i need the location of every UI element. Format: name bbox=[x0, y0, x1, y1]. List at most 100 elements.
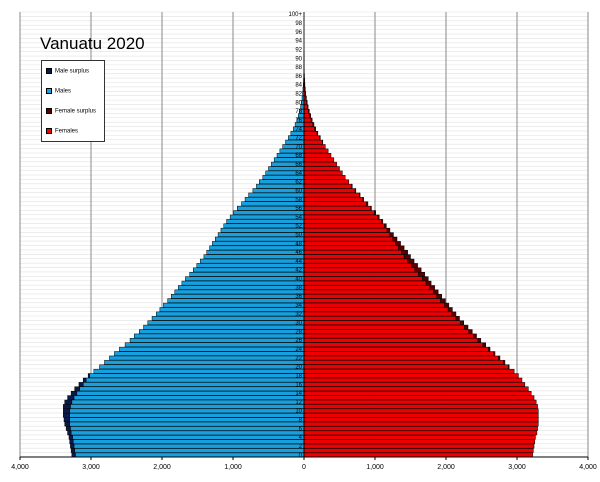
bar-male-surplus-age-9 bbox=[63, 412, 70, 418]
bar-female-surplus-age-77 bbox=[309, 113, 311, 118]
age-tick-label: 44 bbox=[295, 259, 302, 265]
age-tick-label: 14 bbox=[295, 391, 302, 397]
bar-female-surplus-age-25 bbox=[482, 342, 487, 348]
bar-males-age-32 bbox=[156, 311, 305, 317]
bar-males-age-20 bbox=[99, 364, 305, 370]
x-axis: 4,000 3,000 2,000 1,000 0 1,000 2,000 3,000 4,00… bbox=[11, 456, 597, 471]
age-tick-label: 60 bbox=[295, 188, 302, 194]
bar-female-surplus-age-40 bbox=[422, 276, 429, 282]
bar-females-age-28 bbox=[303, 329, 469, 334]
bar-female-surplus-age-36 bbox=[436, 294, 442, 299]
age-tick-label: 26 bbox=[295, 338, 302, 344]
bar-females-age-65 bbox=[303, 166, 340, 171]
bar-female-surplus-age-27 bbox=[473, 333, 477, 339]
bar-females-age-33 bbox=[303, 307, 449, 312]
bar-males-age-28 bbox=[139, 329, 305, 334]
bar-females-age-45 bbox=[303, 254, 405, 259]
bar-females-age-79 bbox=[303, 104, 308, 110]
age-tick-label: 88 bbox=[295, 65, 302, 71]
age-tick-label: 92 bbox=[295, 47, 302, 53]
bar-males-age-34 bbox=[163, 302, 305, 308]
bar-female-surplus-age-79 bbox=[307, 104, 309, 110]
bar-females-age-10 bbox=[303, 408, 539, 414]
age-tick-label: 72 bbox=[295, 136, 302, 142]
age-tick-label: 40 bbox=[295, 277, 302, 283]
age-tick-label: 74 bbox=[295, 127, 302, 133]
bar-males-age-26 bbox=[129, 338, 305, 343]
age-tick-label: 96 bbox=[295, 30, 302, 36]
bar-females-age-19 bbox=[303, 368, 515, 374]
bar-male-surplus-age-13 bbox=[67, 395, 75, 400]
x-tick-label: 2,000 bbox=[153, 464, 171, 471]
bar-female-surplus-age-55 bbox=[374, 210, 376, 215]
bar-males-age-44 bbox=[200, 258, 305, 264]
bar-females-age-61 bbox=[303, 183, 352, 189]
bar-males-age-48 bbox=[212, 241, 305, 246]
bar-females-age-35 bbox=[303, 298, 441, 304]
bar-males-age-18 bbox=[89, 373, 305, 378]
bar-female-surplus-age-39 bbox=[425, 280, 432, 286]
bar-female-surplus-age-42 bbox=[414, 267, 422, 273]
bar-females-age-18 bbox=[303, 373, 519, 378]
bar-females-age-12 bbox=[303, 399, 537, 405]
bar-males-age-46 bbox=[206, 249, 305, 255]
age-tick-label: 94 bbox=[295, 39, 302, 45]
bar-male-surplus-age-7 bbox=[64, 421, 70, 427]
legend-item-males: Males bbox=[46, 88, 71, 95]
bar-females-age-70 bbox=[303, 144, 326, 149]
bar-females-age-40 bbox=[303, 276, 423, 282]
bar-females-age-11 bbox=[303, 404, 538, 409]
bar-females-age-9 bbox=[303, 412, 539, 418]
bar-male-surplus-age-16 bbox=[78, 382, 84, 387]
age-tick-label: 48 bbox=[295, 241, 302, 247]
x-tick-label: 2,000 bbox=[437, 464, 455, 471]
bar-males-age-15 bbox=[79, 386, 305, 392]
bar-females-age-43 bbox=[303, 263, 412, 268]
bar-females-age-0 bbox=[303, 452, 533, 458]
age-tick-label: 8 bbox=[299, 418, 303, 424]
bar-females-age-47 bbox=[303, 245, 399, 251]
bar-females-age-64 bbox=[303, 170, 343, 176]
bar-females-age-4 bbox=[303, 435, 536, 440]
bar-females-age-1 bbox=[303, 448, 534, 453]
bar-females-age-39 bbox=[303, 280, 427, 286]
bar-female-surplus-age-30 bbox=[459, 320, 465, 326]
legend-label: Female surplus bbox=[55, 108, 97, 115]
bar-female-surplus-age-59 bbox=[359, 192, 361, 198]
bar-females-age-24 bbox=[303, 346, 489, 352]
bar-males-age-56 bbox=[237, 205, 305, 211]
bar-females-age-58 bbox=[303, 197, 364, 202]
bar-female-surplus-age-45 bbox=[403, 254, 411, 259]
age-tick-label: 82 bbox=[295, 92, 302, 98]
bar-male-surplus-age-8 bbox=[63, 417, 70, 423]
bar-males-age-53 bbox=[226, 219, 305, 224]
bar-females-age-3 bbox=[303, 439, 535, 445]
bar-males-age-35 bbox=[167, 298, 305, 304]
bar-males-age-0 bbox=[75, 452, 305, 458]
bar-female-surplus-age-24 bbox=[488, 346, 491, 352]
bar-male-surplus-age-0 bbox=[71, 452, 76, 458]
x-tick-label: 3,000 bbox=[508, 464, 526, 471]
bar-female-surplus-age-58 bbox=[362, 197, 364, 202]
age-tick-label: 76 bbox=[295, 118, 302, 124]
age-tick-label: 20 bbox=[295, 365, 302, 371]
bar-males-age-50 bbox=[217, 232, 305, 237]
bar-males-age-27 bbox=[134, 333, 305, 339]
bar-female-surplus-age-44 bbox=[407, 258, 415, 264]
bar-males-age-43 bbox=[196, 263, 305, 268]
bar-female-surplus-age-78 bbox=[308, 108, 310, 114]
age-tick-label: 68 bbox=[295, 153, 302, 159]
bar-males-age-33 bbox=[159, 307, 305, 312]
bar-females-age-34 bbox=[303, 302, 445, 308]
bar-females-age-14 bbox=[303, 390, 532, 396]
bar-females-age-25 bbox=[303, 342, 484, 348]
age-tick-label: 36 bbox=[295, 294, 302, 300]
age-tick-label: 86 bbox=[295, 74, 302, 80]
bar-female-surplus-age-38 bbox=[429, 285, 435, 290]
age-tick-label: 62 bbox=[295, 180, 302, 186]
bar-female-surplus-age-48 bbox=[395, 241, 401, 246]
bar-male-surplus-age-4 bbox=[68, 435, 73, 440]
bar-female-surplus-age-26 bbox=[477, 338, 482, 343]
bar-female-surplus-age-74 bbox=[314, 126, 316, 132]
bar-females-age-57 bbox=[303, 201, 367, 207]
